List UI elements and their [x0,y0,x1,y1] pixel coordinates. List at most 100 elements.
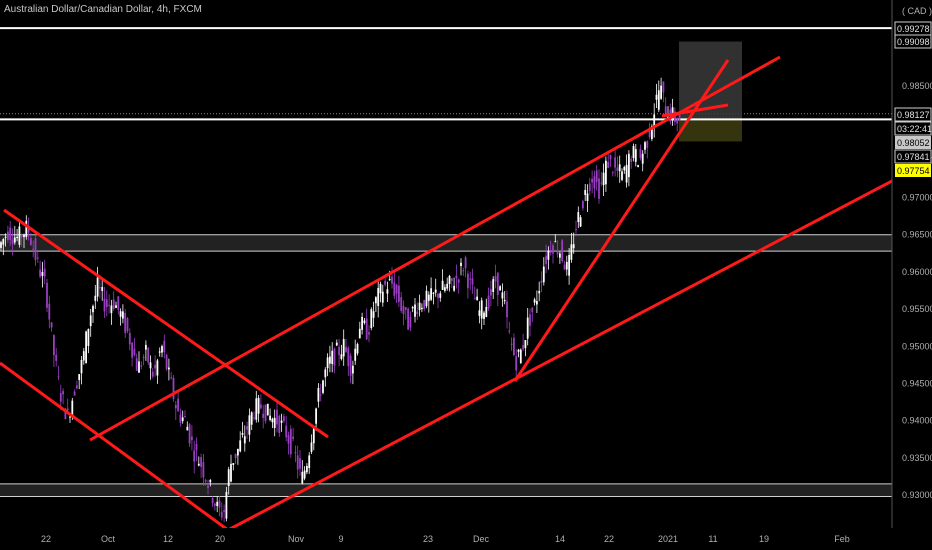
candle-body [260,404,262,409]
time-tick-label: Nov [288,534,305,544]
candle-body [165,354,168,370]
stop-box[interactable] [679,119,742,142]
trend-line[interactable] [89,55,781,442]
candle-body [476,296,478,300]
candle-body [317,387,320,402]
candle-body [483,312,485,319]
candle-body [434,289,437,293]
candle-body [18,226,21,245]
candle-body [264,404,267,422]
candle-body [216,501,219,506]
candle-body [365,318,368,340]
candle-body [7,231,9,240]
candle-body [568,254,570,276]
candle-body [391,276,393,284]
trend-line[interactable] [227,158,932,532]
candle-body [515,356,518,371]
candle-body [312,427,315,444]
trend-line[interactable] [513,59,730,382]
candle-body [503,299,506,302]
candle-body [473,298,476,300]
candle-body [418,302,421,311]
price-tag [894,34,932,49]
candle-body [184,416,186,418]
candle-body [499,286,501,291]
candle-body [177,398,179,412]
candle-body [142,357,145,359]
price-tag-label: 0.99098 [897,37,930,47]
candle-body [119,311,122,317]
candle-body [395,284,398,294]
candle-body [593,176,596,189]
sr-zone[interactable] [0,483,892,497]
candle-body [140,365,143,367]
candle-body [634,149,637,162]
candle-body [241,433,244,435]
candle-body [487,295,490,309]
trend-line[interactable] [0,361,229,532]
candle-body [641,153,644,164]
candle-body [154,364,156,369]
candle-body [386,289,389,294]
candle-body [248,415,251,435]
price-tag-label: 0.98127 [897,110,930,120]
candle-body [457,279,460,283]
candle-body [101,287,104,291]
candle-body [170,377,173,379]
candle-body [191,436,193,441]
candle-body [69,416,71,418]
candle-body [621,171,623,180]
candle-body [209,480,212,483]
candle-body [278,416,281,433]
candle-body [315,408,317,424]
candle-body [181,417,184,422]
candle-body [416,311,419,315]
candle-body [358,328,361,339]
candle-body [632,145,635,159]
candle-body [16,236,18,238]
candle-body [46,282,48,308]
candle-body [644,142,646,150]
candle-body [147,347,150,363]
trend-line[interactable] [661,103,729,118]
candle-body [646,141,649,148]
candle-body [214,503,216,506]
candle-body [276,409,278,425]
candle-body [117,296,120,310]
candle-body [531,307,534,312]
candle-body [218,500,221,508]
candle-body [62,391,64,395]
price-tag-label: 0.97754 [897,166,930,176]
candle-body [496,272,499,295]
candle-body [444,287,446,291]
candle-body [563,264,566,270]
candle-body [211,497,214,504]
time-tick-label: 19 [759,534,769,544]
candle-body [432,292,435,294]
candle-body [625,164,628,183]
candle-body [193,450,196,462]
candle-body [50,322,53,328]
candle-body [59,393,62,402]
candle-body [168,367,170,370]
candle-body [464,257,467,269]
candle-body [469,278,472,280]
candle-body [202,462,205,478]
candle-body [536,301,538,305]
price-tick-label: 0.95500 [902,304,932,314]
candle-body [660,85,662,99]
time-tick-label: Oct [101,534,116,544]
candle-body [648,129,651,137]
candle-body [437,293,439,298]
candle-body [20,235,23,238]
candle-body [501,292,504,299]
candle-body [522,344,524,350]
trend-line[interactable] [3,208,329,439]
candle-body [467,273,469,289]
candle-body [73,391,76,396]
candle-body [285,425,288,438]
candle-body [356,344,359,354]
candle-body [78,374,81,381]
candle-body [271,418,274,423]
